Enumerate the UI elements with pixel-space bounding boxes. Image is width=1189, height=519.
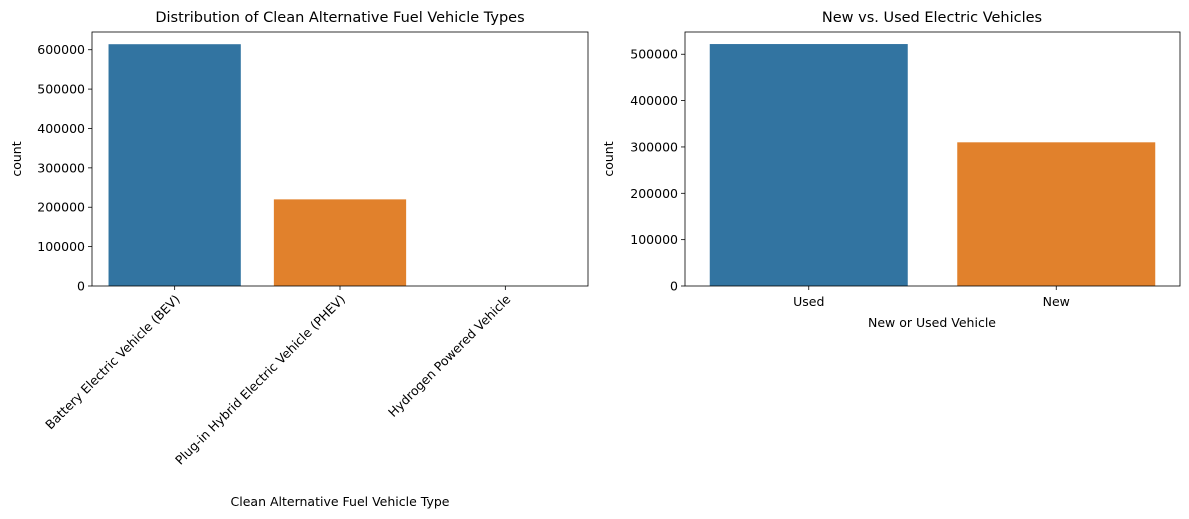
x-axis-label: Clean Alternative Fuel Vehicle Type	[231, 494, 450, 509]
bars	[108, 44, 572, 287]
y-tick-label: 100000	[630, 232, 678, 247]
chart-title: New vs. Used Electric Vehicles	[822, 10, 1042, 26]
y-tick-label: 400000	[37, 121, 85, 136]
bars	[709, 44, 1156, 287]
bar	[709, 44, 908, 287]
y-ticks: 0 100000 200000 300000 400000 500000	[630, 47, 685, 294]
bar	[273, 199, 407, 286]
y-ticks: 0 100000 200000 300000 400000 500000 600000	[37, 42, 92, 294]
y-tick-label: 200000	[630, 186, 678, 201]
y-tick-label: 600000	[37, 42, 85, 57]
axes-frame	[684, 31, 1181, 287]
bar	[957, 142, 1156, 286]
x-tick-label: New	[1043, 294, 1070, 309]
axes-frame	[91, 31, 589, 287]
y-tick-label: 500000	[630, 47, 678, 62]
y-tick-label: 200000	[37, 200, 85, 215]
x-tick-label: Plug-in Hybrid Electric Vehicle (PHEV)	[172, 292, 348, 468]
y-tick-label: 100000	[37, 239, 85, 254]
chart-title: Distribution of Clean Alternative Fuel V…	[155, 10, 524, 26]
y-tick-label: 0	[77, 279, 85, 294]
y-tick-label: 0	[670, 279, 678, 294]
x-tick-label: Battery Electric Vehicle (BEV)	[42, 292, 183, 433]
bar	[108, 44, 241, 287]
y-tick-label: 300000	[37, 160, 85, 175]
x-ticks: Used New	[793, 286, 1070, 309]
x-tick-label: Hydrogen Powered Vehicle	[385, 291, 514, 420]
y-tick-label: 500000	[37, 82, 85, 97]
y-tick-label: 400000	[630, 93, 678, 108]
x-ticks: Battery Electric Vehicle (BEV)Plug-in Hy…	[42, 286, 514, 468]
chart-new-vs-used: New vs. Used Electric Vehicles count New…	[601, 10, 1181, 330]
x-axis-label: New or Used Vehicle	[868, 315, 996, 330]
x-tick-label: Used	[793, 294, 824, 309]
chart-vehicle-types: Distribution of Clean Alternative Fuel V…	[9, 10, 589, 509]
y-tick-label: 300000	[630, 139, 678, 154]
y-axis-label: count	[601, 141, 616, 176]
y-axis-label: count	[9, 141, 24, 176]
